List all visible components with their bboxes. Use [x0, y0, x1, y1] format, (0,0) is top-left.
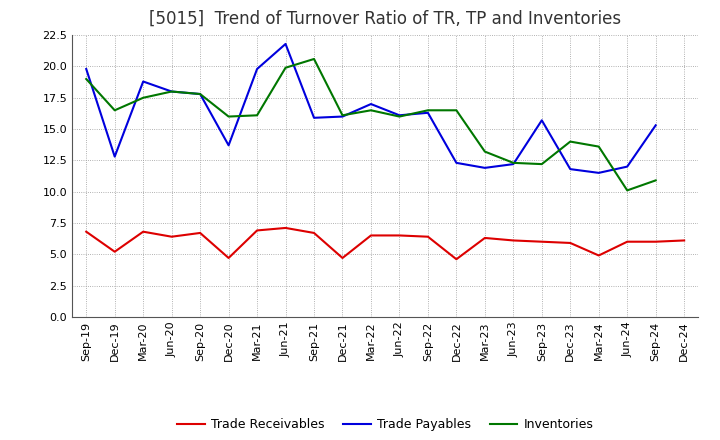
- Trade Payables: [338, 114, 347, 119]
- Inventories: [366, 108, 375, 113]
- Trade Receivables: [82, 229, 91, 235]
- Title: [5015]  Trend of Turnover Ratio of TR, TP and Inventories: [5015] Trend of Turnover Ratio of TR, TP…: [149, 10, 621, 28]
- Inventories: [566, 139, 575, 144]
- Trade Payables: [196, 92, 204, 97]
- Trade Receivables: [366, 233, 375, 238]
- Inventories: [395, 114, 404, 119]
- Trade Payables: [537, 117, 546, 123]
- Inventories: [423, 108, 432, 113]
- Inventories: [480, 149, 489, 154]
- Trade Receivables: [566, 240, 575, 246]
- Inventories: [452, 108, 461, 113]
- Trade Receivables: [509, 238, 518, 243]
- Trade Receivables: [167, 234, 176, 239]
- Trade Payables: [282, 41, 290, 47]
- Trade Payables: [110, 154, 119, 159]
- Trade Receivables: [282, 225, 290, 231]
- Trade Payables: [253, 66, 261, 72]
- Trade Receivables: [537, 239, 546, 244]
- Inventories: [623, 188, 631, 193]
- Trade Receivables: [623, 239, 631, 244]
- Trade Receivables: [395, 233, 404, 238]
- Line: Trade Receivables: Trade Receivables: [86, 228, 684, 259]
- Inventories: [338, 113, 347, 118]
- Trade Receivables: [139, 229, 148, 235]
- Inventories: [282, 65, 290, 70]
- Trade Receivables: [595, 253, 603, 258]
- Inventories: [225, 114, 233, 119]
- Trade Receivables: [110, 249, 119, 254]
- Inventories: [82, 77, 91, 82]
- Trade Payables: [566, 166, 575, 172]
- Inventories: [110, 108, 119, 113]
- Trade Payables: [82, 66, 91, 72]
- Trade Receivables: [225, 255, 233, 260]
- Inventories: [167, 89, 176, 94]
- Inventories: [139, 95, 148, 100]
- Trade Payables: [310, 115, 318, 121]
- Trade Receivables: [652, 239, 660, 244]
- Inventories: [652, 178, 660, 183]
- Trade Payables: [139, 79, 148, 84]
- Line: Inventories: Inventories: [86, 59, 656, 191]
- Trade Receivables: [196, 230, 204, 235]
- Trade Payables: [167, 89, 176, 94]
- Trade Receivables: [423, 234, 432, 239]
- Trade Payables: [225, 143, 233, 148]
- Trade Receivables: [310, 230, 318, 235]
- Line: Trade Payables: Trade Payables: [86, 44, 656, 173]
- Trade Payables: [509, 161, 518, 167]
- Trade Payables: [366, 101, 375, 106]
- Trade Payables: [480, 165, 489, 171]
- Trade Payables: [652, 123, 660, 128]
- Trade Payables: [452, 160, 461, 165]
- Trade Payables: [395, 113, 404, 118]
- Trade Receivables: [253, 228, 261, 233]
- Trade Receivables: [452, 257, 461, 262]
- Inventories: [310, 56, 318, 62]
- Inventories: [509, 160, 518, 165]
- Legend: Trade Receivables, Trade Payables, Inventories: Trade Receivables, Trade Payables, Inven…: [172, 413, 598, 436]
- Inventories: [537, 161, 546, 167]
- Trade Receivables: [680, 238, 688, 243]
- Trade Receivables: [480, 235, 489, 241]
- Trade Payables: [423, 110, 432, 115]
- Inventories: [595, 144, 603, 149]
- Inventories: [196, 92, 204, 97]
- Trade Payables: [623, 164, 631, 169]
- Inventories: [253, 113, 261, 118]
- Trade Payables: [595, 170, 603, 176]
- Trade Receivables: [338, 255, 347, 260]
